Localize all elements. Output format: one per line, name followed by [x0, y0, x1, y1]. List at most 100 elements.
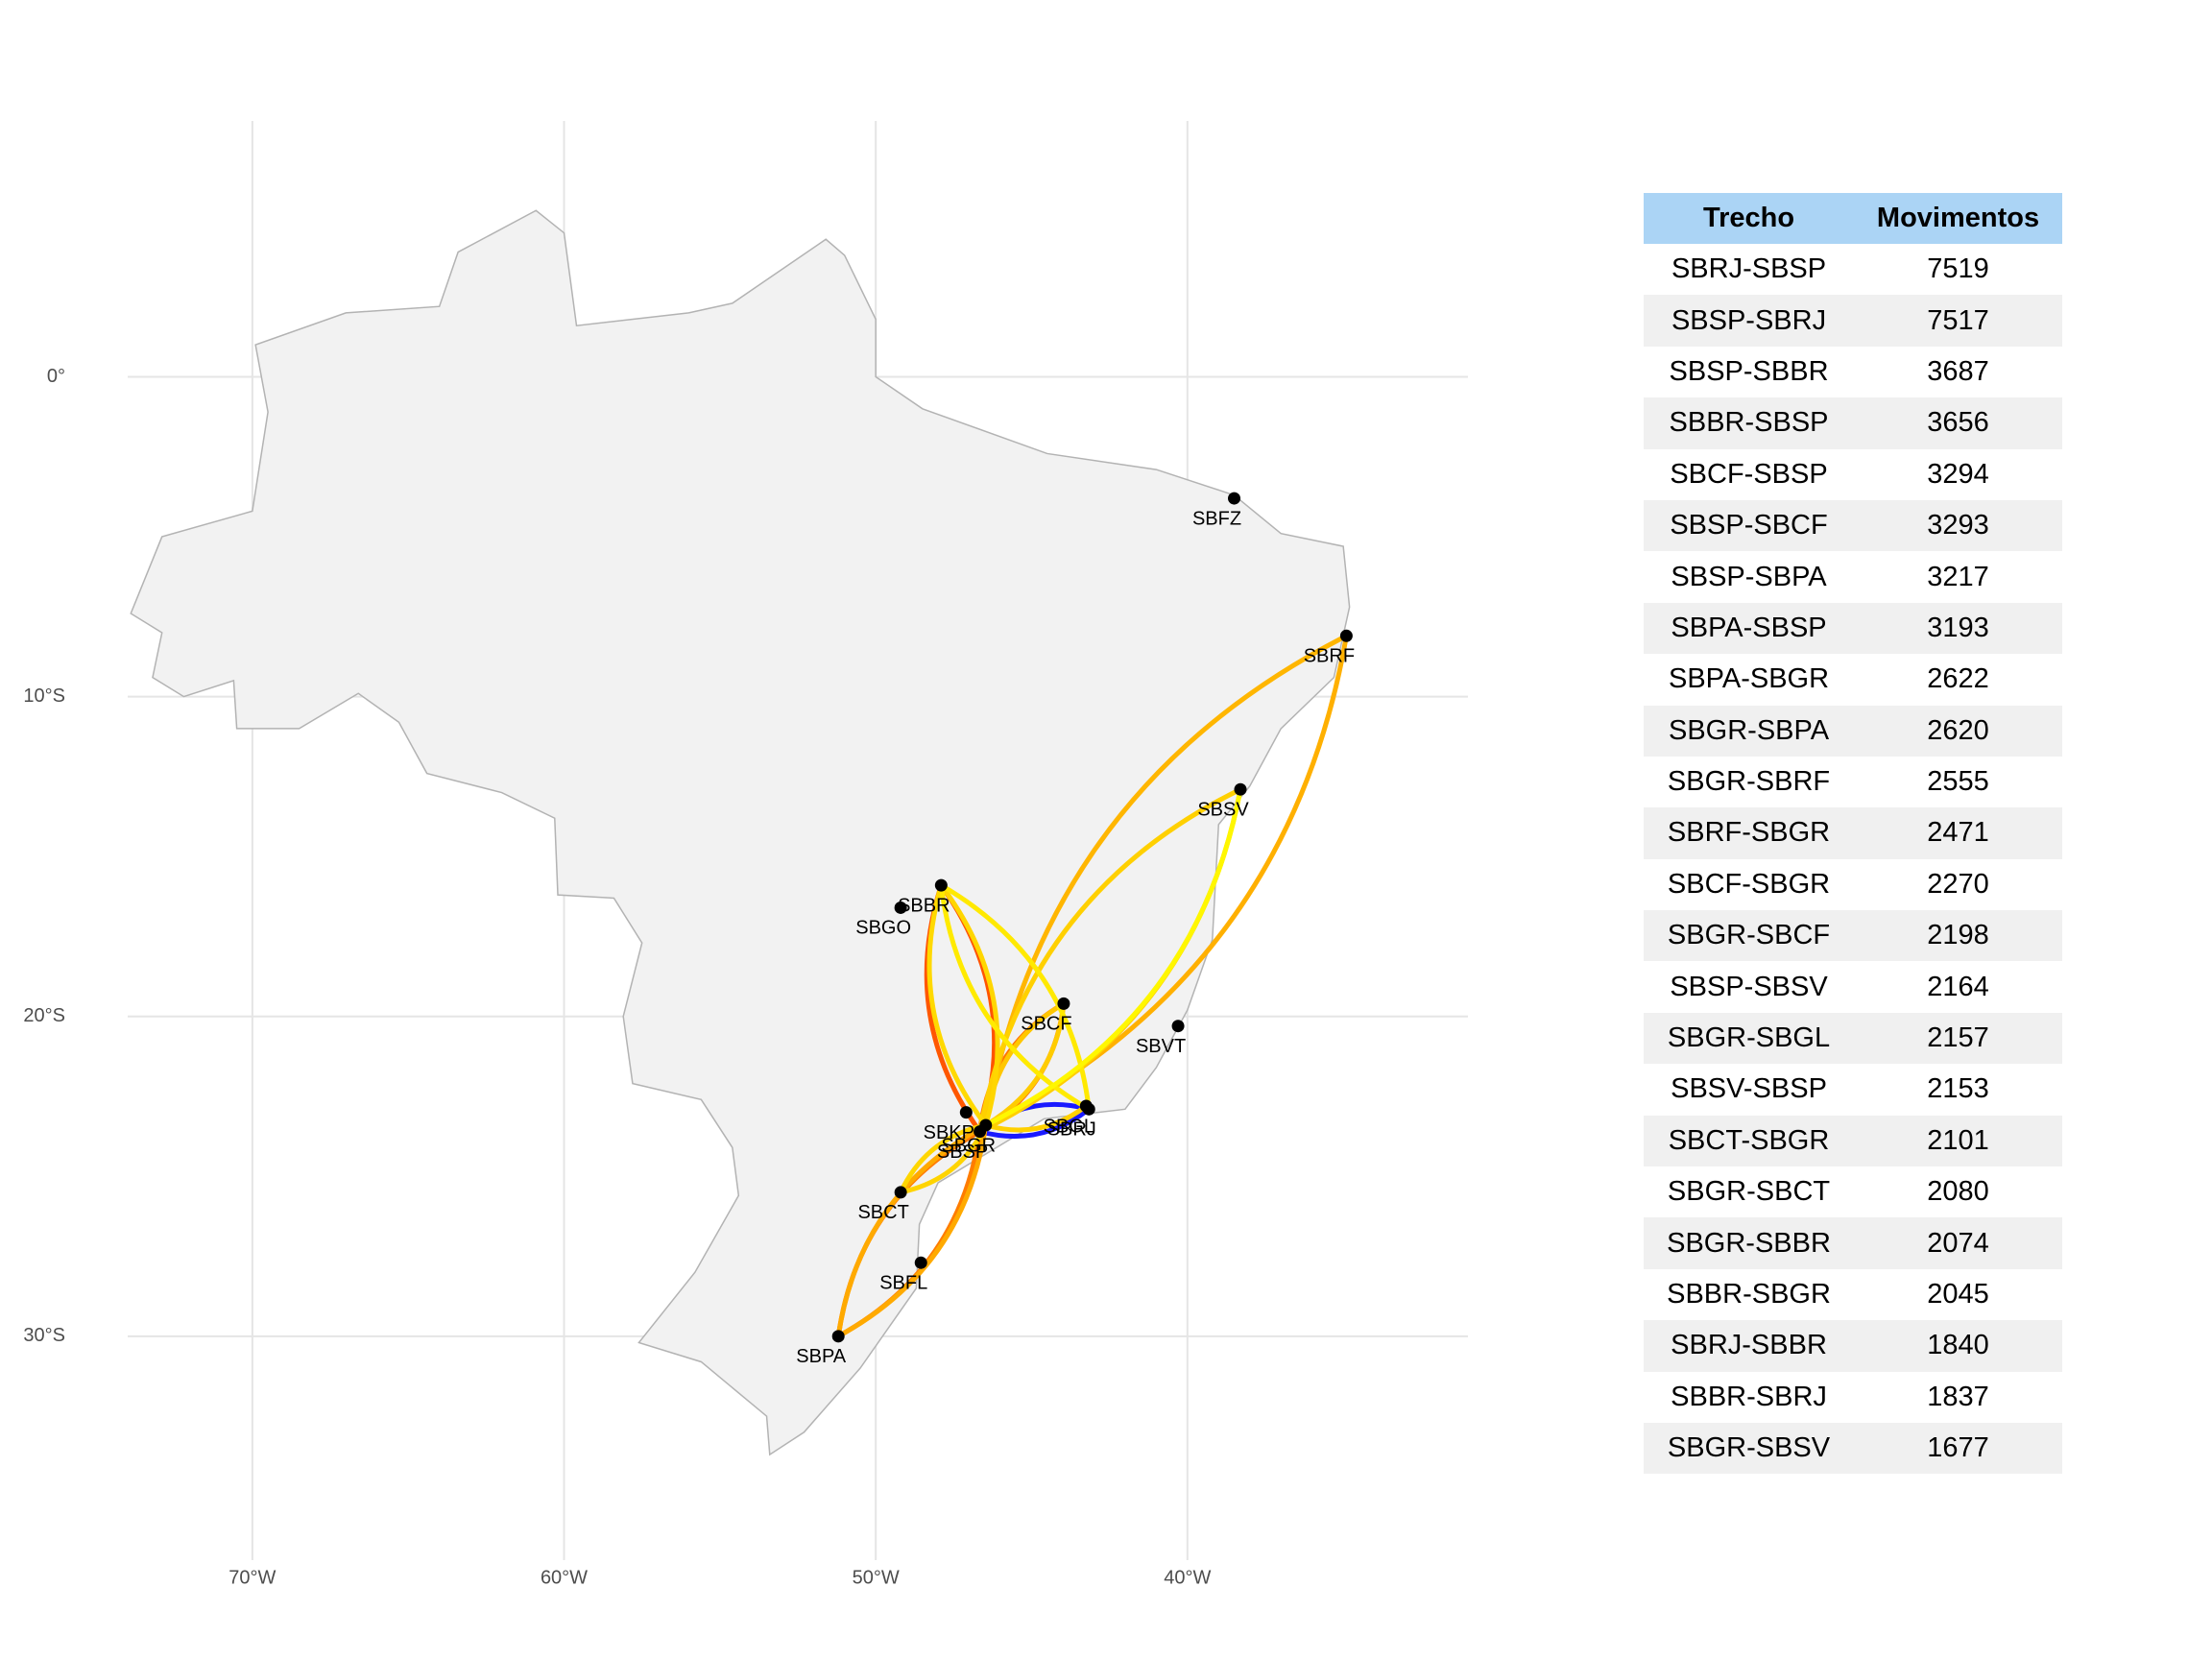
airport-label: SBCF — [1021, 1014, 1071, 1035]
route-arc — [926, 882, 989, 1128]
movements-cell: 3687 — [1927, 355, 1989, 387]
route-cell: SBGR-SBSV — [1644, 1422, 1855, 1475]
airport-label: SBGR — [941, 1135, 996, 1156]
movements-cell: 2153 — [1927, 1073, 1989, 1105]
route-cell: SBBR-SBSP — [1644, 397, 1855, 449]
movements-cell: 2270 — [1927, 868, 1989, 900]
route-arc — [977, 1106, 1092, 1139]
movements-cell: 1837 — [1927, 1381, 1989, 1412]
movements-cell: 3217 — [1927, 561, 1989, 592]
movements-cell: 3656 — [1854, 397, 2062, 449]
movements-cell: 3293 — [1854, 499, 2062, 552]
routes-table: Trecho Movimentos SBRJ-SBSP 7519 SBSP-SBRJ… — [1644, 193, 2062, 1475]
airport-point — [974, 1125, 987, 1139]
route-cell: SBCF-SBGR — [1667, 868, 1831, 900]
route-cell: SBBR-SBRJ — [1671, 1381, 1827, 1412]
y-tick-label: 20°S — [23, 1005, 65, 1026]
airport-point — [1171, 1020, 1185, 1033]
airport-label: SBRJ — [1047, 1119, 1096, 1141]
route-cell: SBSP-SBPA — [1671, 561, 1827, 592]
airport-label: SBGO — [855, 918, 911, 939]
y-tick-label: 30°S — [23, 1325, 65, 1346]
y-tick-label: 0° — [47, 366, 65, 387]
table-row: SBBR-SBRJ 1837 — [1644, 1372, 2062, 1423]
table-row: SBCT-SBGR 2101 — [1644, 1115, 2062, 1167]
route-cell: SBPA-SBGR — [1668, 663, 1830, 695]
movements-cell: 2045 — [1927, 1279, 1989, 1310]
airport-label: SBPA — [796, 1346, 847, 1367]
movements-cell: 2198 — [1854, 910, 2062, 962]
movements-cell: 2101 — [1854, 1115, 2062, 1167]
route-cell: SBBR-SBGR — [1667, 1279, 1831, 1310]
movements-cell: 2080 — [1927, 1176, 1989, 1208]
table-row: SBPA-SBGR 2622 — [1644, 654, 2062, 705]
table-row: SBCF-SBGR 2270 — [1644, 859, 2062, 910]
x-tick-label: 40°W — [1164, 1567, 1211, 1588]
airport-point — [894, 901, 907, 914]
table-row: SBGR-SBGL 2157 — [1644, 1012, 2062, 1065]
route-cell: SBGR-SBPA — [1644, 705, 1855, 757]
movements-cell: 2622 — [1927, 663, 1989, 695]
table-row: SBSP-SBRJ 7517 — [1644, 295, 2062, 347]
route-arc — [938, 882, 1000, 1128]
airport-label: SBSP — [937, 1142, 988, 1163]
route-cell: SBGR-SBRF — [1667, 766, 1831, 798]
airport-point — [1228, 492, 1241, 505]
table-row: SBRJ-SBSP 7519 — [1644, 244, 2062, 295]
x-tick-label: 70°W — [228, 1567, 276, 1588]
airport-point — [959, 1106, 973, 1119]
table-row: SBSV-SBSP 2153 — [1644, 1064, 2062, 1115]
movements-cell: 3294 — [1927, 458, 1989, 490]
airport-point — [1339, 629, 1353, 642]
table-row: SBPA-SBSP 3193 — [1644, 602, 2062, 655]
route-cell: SBGR-SBGL — [1644, 1012, 1855, 1065]
airport-point — [914, 1256, 927, 1269]
movements-cell: 1677 — [1854, 1422, 2062, 1475]
route-cell: SBRJ-SBBR — [1644, 1320, 1855, 1372]
route-cell: SBRJ-SBSP — [1671, 253, 1827, 285]
movements-cell: 2620 — [1854, 705, 2062, 757]
table-row: SBSP-SBCF 3293 — [1644, 499, 2062, 552]
route-cell: SBSP-SBRJ — [1644, 295, 1855, 347]
airport-label: SBKP — [924, 1122, 974, 1143]
table-row: SBGR-SBPA 2620 — [1644, 705, 2062, 757]
airport-point — [831, 1330, 845, 1343]
route-cell: SBCT-SBGR — [1644, 1115, 1855, 1167]
route-arc — [835, 1122, 989, 1339]
table-row: SBSP-SBBR 3687 — [1644, 347, 2062, 397]
table-row: SBBR-SBGR 2045 — [1644, 1269, 2062, 1320]
airport-label: SBVT — [1136, 1036, 1186, 1057]
x-tick-label: 50°W — [853, 1567, 900, 1588]
movements-cell: 1840 — [1854, 1320, 2062, 1372]
route-arc — [983, 786, 1243, 1128]
movements-cell: 2074 — [1854, 1217, 2062, 1269]
table-row: SBRF-SBGR 2471 — [1644, 807, 2062, 859]
airport-label: SBRF — [1304, 646, 1355, 667]
table-row: SBBR-SBSP 3656 — [1644, 397, 2062, 449]
table-row: SBSP-SBPA 3217 — [1644, 551, 2062, 602]
route-cell: SBRF-SBGR — [1644, 807, 1855, 859]
table-row: SBSP-SBSV 2164 — [1644, 961, 2062, 1012]
column-header: Movimentos — [1854, 193, 2062, 244]
route-cell: SBSP-SBCF — [1644, 499, 1855, 552]
movements-cell: 2471 — [1854, 807, 2062, 859]
movements-cell: 7517 — [1854, 295, 2062, 347]
airport-point — [934, 878, 948, 892]
route-cell: SBCF-SBSP — [1670, 458, 1828, 490]
column-header: Trecho — [1644, 193, 1855, 244]
movements-cell: 2164 — [1927, 971, 1989, 1002]
airport-point — [1234, 782, 1247, 796]
airport-point — [894, 1186, 907, 1199]
movements-cell: 2555 — [1927, 766, 1989, 798]
table-row: SBGR-SBBR 2074 — [1644, 1217, 2062, 1269]
table-row: SBGR-SBSV 1677 — [1644, 1422, 2062, 1475]
table-row: SBGR-SBCT 2080 — [1644, 1166, 2062, 1217]
route-cell: SBSP-SBBR — [1669, 355, 1829, 387]
airport-label: SBBR — [898, 895, 950, 916]
route-arc — [835, 1122, 989, 1339]
x-tick-label: 60°W — [541, 1567, 588, 1588]
country-outline — [130, 209, 1351, 1456]
airport-label: SBSV — [1197, 799, 1249, 820]
table-row: SBRJ-SBBR 1840 — [1644, 1320, 2062, 1372]
